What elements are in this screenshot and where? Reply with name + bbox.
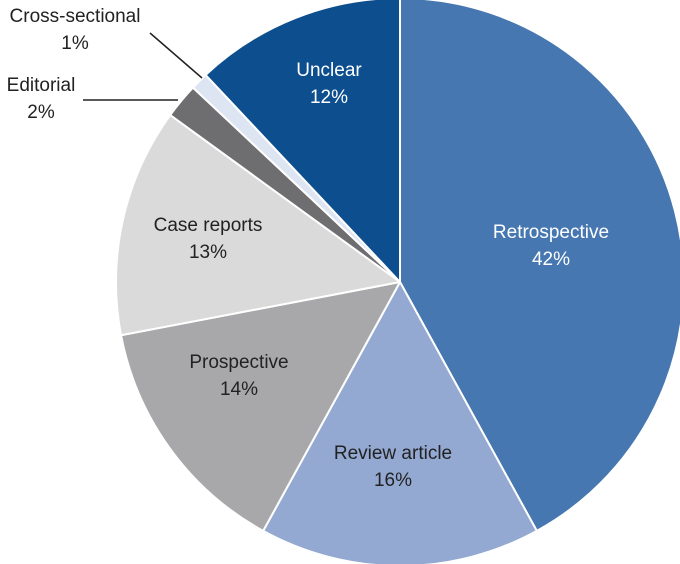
slice-value-case-reports: 13%: [189, 242, 227, 263]
pie-slice-unclear: [204, 0, 401, 283]
slice-value-cross-sectional: 1%: [61, 33, 89, 54]
slice-label-case-reports: Case reports: [154, 215, 263, 236]
slice-value-review-article: 16%: [374, 470, 412, 491]
slice-value-retrospective: 42%: [532, 249, 570, 270]
slice-label-editorial: Editorial: [7, 75, 76, 96]
slice-value-prospective: 14%: [220, 379, 258, 400]
pie-slice-case-reports: [115, 114, 401, 337]
pie-slice-retrospective: [399, 0, 680, 532]
pie-slice-prospective: [120, 281, 401, 532]
slice-label-review-article: Review article: [334, 443, 452, 464]
slice-labels: Retrospective 42% Review article 16% Prospec…: [7, 6, 609, 491]
slice-label-retrospective: Retrospective: [493, 222, 609, 243]
slice-label-unclear: Unclear: [296, 60, 362, 81]
slice-value-editorial: 2%: [27, 102, 55, 123]
slice-label-prospective: Prospective: [189, 352, 288, 373]
slice-value-unclear: 12%: [310, 87, 348, 108]
slice-label-cross-sectional: Cross-sectional: [10, 6, 141, 27]
leader-line-cross-sectional: [149, 32, 203, 79]
pie-slice-review-article: [262, 281, 538, 564]
leader-lines: [83, 32, 203, 101]
pie-slices: [115, 0, 680, 564]
